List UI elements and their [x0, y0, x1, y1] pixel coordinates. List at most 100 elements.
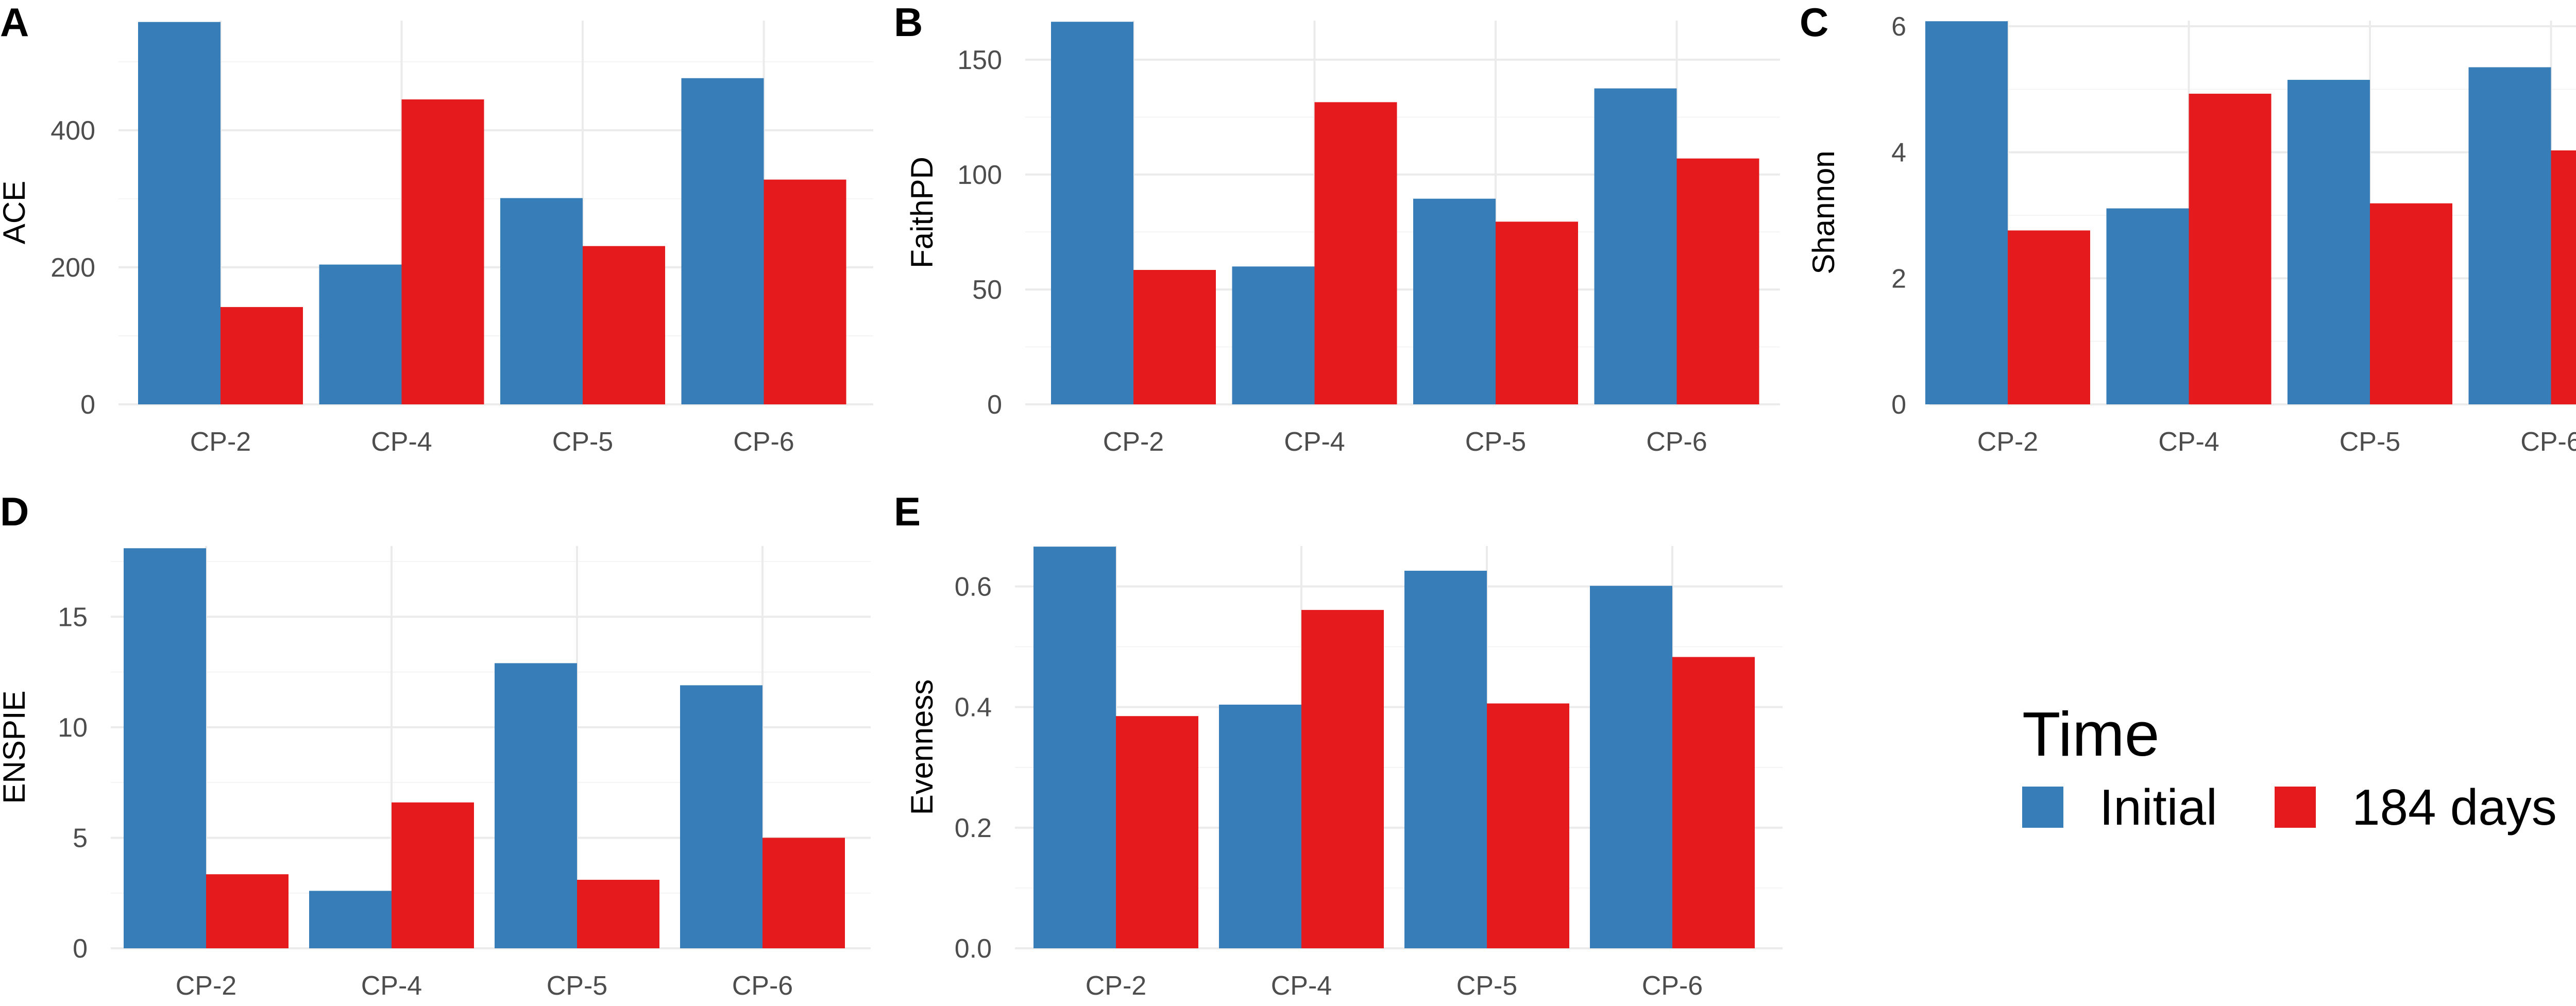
panel-d-bar-184-days-cp-4 [392, 802, 474, 948]
panel-e-bar-184-days-cp-2 [1116, 716, 1198, 948]
panel-d-y-axis-title: ENSPIE [0, 690, 31, 804]
panel-b-bar-initial-cp-6 [1594, 88, 1677, 404]
panel-c-ytick-label: 0 [1891, 390, 1906, 420]
panel-e: 0.0 0.2 0.4 0.6 CP-2 CP-4 CP-5 CP-6 Evenness E [894, 489, 1783, 1001]
panel-a-ytick-label: 0 [80, 390, 95, 420]
panel-e-bar-initial-cp-2 [1033, 547, 1116, 948]
panel-a-bar-initial-cp-6 [681, 78, 764, 404]
panel-d-xtick-label: CP-5 [547, 971, 607, 1001]
panel-b-bar-184-days-cp-5 [1496, 221, 1578, 404]
panel-e-ytick-label: 0.0 [955, 934, 992, 964]
panel-c-bar-initial-cp-2 [1925, 21, 2008, 404]
panel-c-bar-initial-cp-6 [2468, 67, 2551, 404]
panel-d-ytick-label: 15 [58, 602, 88, 632]
panel-a-ytick-label: 400 [50, 116, 95, 146]
panel-b-bar-184-days-cp-4 [1314, 102, 1397, 404]
panel-a-y-axis-title: ACE [0, 181, 31, 244]
panel-b-xtick-label: CP-2 [1103, 427, 1164, 457]
panel-c-xtick-label: CP-6 [2520, 427, 2576, 457]
panel-d-bar-initial-cp-6 [680, 685, 762, 948]
panel-b-bar-184-days-cp-6 [1676, 158, 1759, 404]
panel-b-ytick-label: 50 [972, 275, 1002, 305]
panel-d-bar-184-days-cp-2 [206, 874, 289, 948]
panel-c-bar-initial-cp-5 [2287, 79, 2370, 404]
panel-d-xtick-label: CP-2 [176, 971, 236, 1001]
legend-title: Time [2022, 699, 2160, 769]
panel-a-bar-184-days-cp-2 [221, 307, 303, 404]
panel-d: 0 5 10 15 CP-2 CP-4 CP-5 CP-6 ENSPIE D [0, 489, 871, 1001]
panel-c-xtick-label: CP-5 [2340, 427, 2400, 457]
panel-d-ytick-label: 0 [73, 934, 88, 964]
panel-c-bar-184-days-cp-5 [2370, 203, 2452, 404]
panel-b-letter: B [894, 0, 923, 45]
panel-b-ytick-label: 100 [957, 160, 1002, 190]
panel-b-bar-184-days-cp-2 [1133, 270, 1216, 404]
panel-e-xtick-label: CP-6 [1642, 971, 1703, 1001]
panel-d-bar-initial-cp-5 [495, 663, 577, 948]
panel-e-letter: E [894, 489, 921, 534]
panel-c-ytick-label: 4 [1891, 138, 1906, 168]
panel-c-bar-184-days-cp-2 [2008, 230, 2090, 404]
panel-e-bar-initial-cp-6 [1590, 586, 1672, 948]
legend-label-184-days: 184 days [2352, 779, 2557, 836]
panel-a-bar-184-days-cp-6 [764, 179, 846, 404]
panel-c-bar-initial-cp-4 [2106, 208, 2189, 404]
panel-b: 0 50 100 150 CP-2 CP-4 CP-5 CP-6 FaithPD B [894, 0, 1780, 457]
panel-a-bar-initial-cp-4 [319, 264, 402, 404]
panel-c-xtick-label: CP-2 [1977, 427, 2038, 457]
panel-b-ytick-label: 0 [987, 390, 1002, 420]
panel-c-bar-184-days-cp-6 [2551, 150, 2576, 404]
panel-d-bar-184-days-cp-5 [577, 879, 659, 948]
panel-e-bar-initial-cp-4 [1219, 704, 1301, 948]
panel-e-ytick-label: 0.2 [955, 813, 992, 843]
panel-a: 0 200 400 CP-2 CP-4 CP-5 CP-6 ACE A [0, 0, 873, 457]
panel-d-ytick-label: 10 [58, 713, 88, 743]
panel-a-xtick-label: CP-4 [371, 427, 432, 457]
panel-a-letter: A [0, 0, 29, 45]
panel-b-bar-initial-cp-4 [1232, 266, 1315, 404]
legend-swatch-184-days [2275, 787, 2316, 828]
panel-e-bar-initial-cp-5 [1404, 571, 1487, 948]
panel-a-bar-initial-cp-2 [138, 22, 221, 405]
panel-c-letter: C [1800, 0, 1828, 45]
panel-a-bar-184-days-cp-5 [583, 246, 665, 404]
panel-e-ytick-label: 0.6 [955, 572, 992, 602]
panel-b-bar-initial-cp-2 [1051, 22, 1133, 405]
panel-d-ytick-label: 5 [73, 823, 88, 853]
panel-e-ytick-label: 0.4 [955, 693, 992, 723]
panel-a-xtick-label: CP-5 [552, 427, 613, 457]
legend-swatch-initial [2022, 787, 2063, 828]
panel-e-bar-184-days-cp-4 [1301, 610, 1384, 948]
panel-d-bar-initial-cp-4 [309, 891, 392, 948]
panel-a-bar-initial-cp-5 [500, 198, 583, 404]
legend: Time Initial 184 days [2022, 699, 2557, 836]
panel-e-bar-184-days-cp-6 [1672, 657, 1755, 948]
panel-b-xtick-label: CP-4 [1284, 427, 1345, 457]
panel-e-xtick-label: CP-2 [1086, 971, 1146, 1001]
panel-e-y-axis-title: Evenness [905, 679, 939, 815]
panel-c-y-axis-title: Shannon [1806, 150, 1841, 274]
panel-a-xtick-label: CP-6 [733, 427, 794, 457]
panel-b-xtick-label: CP-5 [1465, 427, 1526, 457]
panel-e-xtick-label: CP-5 [1456, 971, 1517, 1001]
panel-b-xtick-label: CP-6 [1646, 427, 1707, 457]
panel-c-bar-184-days-cp-4 [2189, 93, 2272, 404]
panel-d-xtick-label: CP-4 [361, 971, 422, 1001]
panel-d-bar-184-days-cp-6 [762, 838, 845, 948]
panel-a-xtick-label: CP-2 [190, 427, 251, 457]
legend-label-initial: Initial [2099, 779, 2217, 836]
panel-d-letter: D [0, 489, 29, 534]
panel-c-xtick-label: CP-4 [2158, 427, 2219, 457]
panel-e-xtick-label: CP-4 [1271, 971, 1332, 1001]
panel-e-bar-184-days-cp-5 [1487, 703, 1569, 948]
panel-a-ytick-label: 200 [50, 253, 95, 283]
panel-b-ytick-label: 150 [957, 45, 1002, 75]
panel-a-bar-184-days-cp-4 [401, 99, 484, 404]
panel-b-y-axis-title: FaithPD [905, 157, 939, 268]
panel-d-xtick-label: CP-6 [732, 971, 793, 1001]
panel-c: 0 2 4 6 CP-2 CP-4 CP-5 CP-6 Shannon C [1800, 0, 2576, 457]
panel-c-ytick-label: 6 [1891, 12, 1906, 42]
panel-c-ytick-label: 2 [1891, 264, 1906, 294]
